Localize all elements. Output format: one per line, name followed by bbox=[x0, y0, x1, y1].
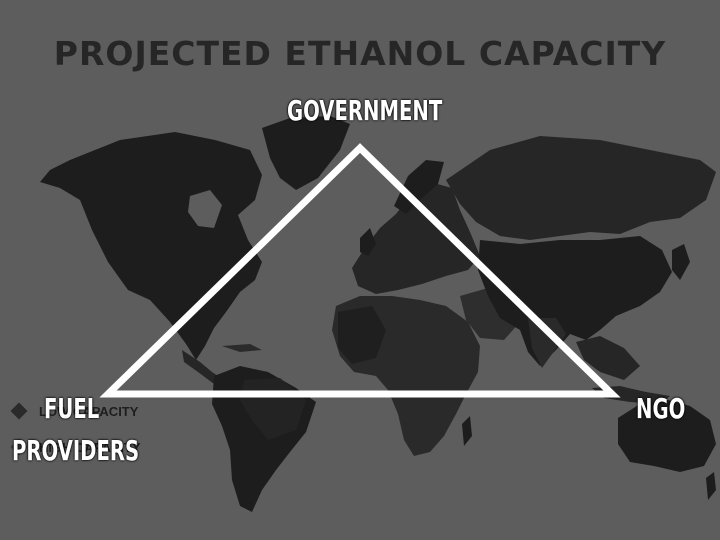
node-fuel-providers-line2: PROVIDERS bbox=[12, 434, 140, 467]
southeast-asia-shape bbox=[576, 336, 640, 380]
greenland-shape bbox=[262, 116, 350, 190]
hudson-bay-shape bbox=[188, 190, 222, 228]
legend-item-low: LOW CAPACITY bbox=[10, 400, 141, 422]
japan-shape bbox=[672, 244, 690, 280]
node-fuel-providers-line1: FUEL bbox=[44, 392, 100, 425]
triangle-shape bbox=[99, 143, 621, 398]
madagascar-shape bbox=[462, 416, 472, 446]
africa-west-shape bbox=[338, 306, 386, 364]
legend: LOW CAPACITY HIGH CAPACITY bbox=[10, 400, 141, 458]
slide-title: PROJECTED ETHANOL CAPACITY bbox=[53, 34, 667, 73]
new-zealand-shape bbox=[706, 472, 716, 500]
legend-label-low: LOW CAPACITY bbox=[39, 403, 139, 419]
australia-shape bbox=[618, 400, 716, 472]
legend-label-high: HIGH CAPACITY bbox=[39, 439, 141, 455]
node-ngo: NGO bbox=[636, 392, 686, 425]
diamond-icon bbox=[10, 402, 28, 420]
central-america-shape bbox=[182, 350, 224, 384]
legend-item-high: HIGH CAPACITY bbox=[10, 436, 141, 458]
india-shape bbox=[528, 318, 566, 368]
north-america-shape bbox=[40, 132, 262, 360]
russia-shape bbox=[446, 136, 716, 240]
caribbean-shape bbox=[222, 344, 262, 352]
asia-shape bbox=[478, 236, 672, 366]
europe-shape bbox=[352, 182, 480, 294]
uk-shape bbox=[360, 228, 376, 256]
scandinavia-shape bbox=[394, 160, 444, 214]
node-government: GOVERNMENT bbox=[287, 94, 443, 127]
